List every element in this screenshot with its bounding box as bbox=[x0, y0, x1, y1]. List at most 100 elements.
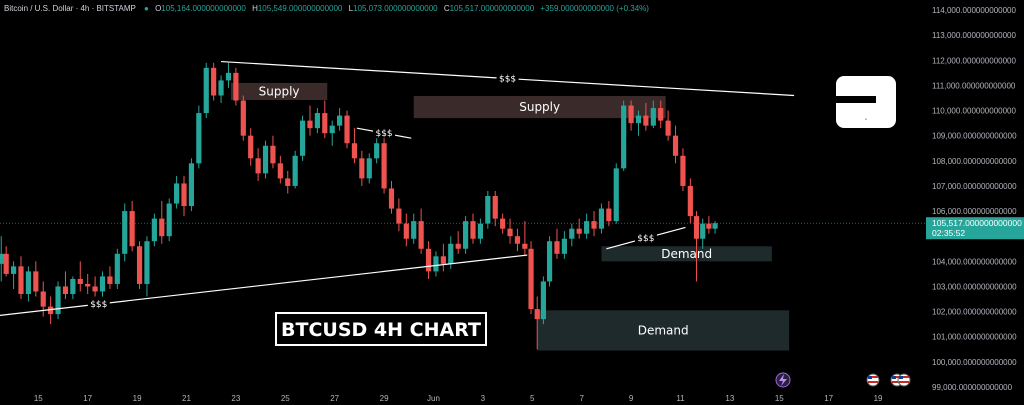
candle-body bbox=[285, 178, 291, 186]
price-axis[interactable]: 114,000.000000000000 113,000.000000000000… bbox=[932, 6, 1017, 392]
us-flag-icon[interactable] bbox=[866, 373, 880, 387]
x-tick-label: 3 bbox=[481, 394, 486, 403]
brand-logo: B bbox=[836, 76, 896, 128]
zone-label-0: Supply bbox=[259, 84, 300, 98]
y-tick-label: 100,000.000000000000 bbox=[932, 358, 1017, 367]
lightning-icon[interactable] bbox=[775, 372, 791, 388]
candle-body bbox=[299, 120, 306, 156]
candle-body bbox=[665, 120, 671, 136]
y-tick-label: 101,000.000000000000 bbox=[932, 333, 1017, 342]
candle-body bbox=[322, 113, 328, 134]
candle-body bbox=[643, 115, 649, 126]
zone-0 bbox=[230, 82, 328, 101]
close-value: 105,517.000000000000 bbox=[450, 4, 535, 13]
x-tick-label: 17 bbox=[83, 394, 92, 403]
y-tick-label: 103,000.000000000000 bbox=[932, 282, 1017, 291]
candle-body bbox=[425, 248, 432, 272]
x-tick-label: 25 bbox=[281, 394, 290, 403]
candle-body bbox=[687, 185, 693, 217]
y-tick-label: 107,000.000000000000 bbox=[932, 182, 1017, 191]
liquidity-label-bg-2 bbox=[373, 126, 396, 139]
candle-body bbox=[613, 168, 619, 222]
zone-label-3: Demand bbox=[638, 323, 689, 337]
candle-body bbox=[55, 286, 61, 315]
x-tick-label: 23 bbox=[231, 394, 240, 403]
candle-body bbox=[598, 208, 605, 229]
current-price-tag: 105,517.000000000000 02:35:52 bbox=[926, 217, 1024, 240]
candle-body bbox=[136, 246, 143, 284]
candle-body bbox=[129, 211, 135, 247]
candle-body bbox=[314, 113, 320, 129]
candle-body bbox=[448, 243, 454, 264]
candle-body bbox=[203, 67, 209, 114]
candle-body bbox=[635, 115, 642, 124]
candle-body bbox=[48, 306, 54, 315]
candle-body bbox=[381, 143, 387, 189]
y-tick-label: 110,000.000000000000 bbox=[932, 107, 1016, 116]
y-tick-label: 99,000.000000000000 bbox=[932, 383, 1013, 392]
y-tick-label: 112,000.000000000000 bbox=[932, 56, 1016, 65]
x-tick-label: 15 bbox=[34, 394, 43, 403]
candle-body bbox=[700, 223, 706, 239]
candle-body bbox=[540, 281, 546, 320]
open-value: 105,164.000000000000 bbox=[161, 4, 246, 13]
candle-body bbox=[18, 266, 24, 294]
x-tick-label: Jun bbox=[427, 394, 440, 403]
x-tick-label: 19 bbox=[133, 394, 142, 403]
zone-label-2: Demand bbox=[661, 247, 712, 261]
zone-2 bbox=[601, 246, 772, 262]
candle-body bbox=[218, 80, 224, 96]
candle-body bbox=[277, 163, 283, 179]
candle-body bbox=[85, 283, 91, 287]
candle-body bbox=[292, 155, 298, 186]
candle-body bbox=[680, 155, 686, 186]
candle-body bbox=[122, 211, 128, 254]
x-tick-label: 11 bbox=[676, 394, 685, 403]
candle-body bbox=[366, 158, 372, 179]
us-flag-icon-3[interactable] bbox=[897, 373, 911, 387]
candle-body bbox=[650, 108, 656, 126]
logo-letter: B bbox=[865, 119, 867, 121]
y-tick-label: 106,000.000000000000 bbox=[932, 207, 1017, 216]
candle-body bbox=[522, 243, 528, 249]
candle-body bbox=[462, 221, 469, 249]
x-tick-label: 5 bbox=[530, 394, 535, 403]
candle-body bbox=[40, 291, 46, 307]
liquidity-lines: $$$ $$$ $$$ $$$ bbox=[0, 60, 795, 316]
candle-body bbox=[307, 120, 313, 129]
x-tick-label: 19 bbox=[874, 394, 883, 403]
candle-body bbox=[396, 208, 402, 224]
candle-body bbox=[144, 241, 150, 284]
y-tick-label: 113,000.000000000000 bbox=[932, 31, 1016, 40]
candle-body bbox=[561, 238, 567, 254]
candle-body bbox=[225, 72, 232, 81]
candle-body bbox=[712, 223, 718, 229]
y-tick-label: 114,000.000000000000 bbox=[932, 6, 1016, 15]
candle-body bbox=[693, 216, 700, 239]
candle-body bbox=[477, 223, 484, 239]
candle-body bbox=[403, 223, 409, 239]
low-value: 105,073.000000000000 bbox=[353, 4, 438, 13]
zone-1 bbox=[413, 95, 666, 119]
candle-body bbox=[621, 105, 627, 169]
candle-body bbox=[233, 72, 239, 101]
change-value: +359.000000000000 (+0.34%) bbox=[540, 4, 649, 13]
candle-body bbox=[344, 115, 350, 144]
candle-body bbox=[107, 276, 113, 284]
chart-title-box: BTCUSD 4H CHART bbox=[275, 312, 487, 346]
x-tick-label: 21 bbox=[182, 394, 191, 403]
liquidity-label-0: $$$ bbox=[499, 75, 516, 85]
candle-body bbox=[628, 105, 634, 124]
candle-body bbox=[554, 241, 560, 254]
candle-body bbox=[388, 188, 395, 209]
time-axis[interactable]: 15 17 19 21 23 25 27 29 Jun 3 5 7 9 11 13 15 17 19 bbox=[34, 394, 883, 403]
x-tick-label: 7 bbox=[579, 394, 584, 403]
candle-body bbox=[706, 223, 712, 229]
candle-body bbox=[329, 125, 335, 134]
candle-body bbox=[485, 196, 491, 224]
zone-3 bbox=[537, 310, 790, 351]
candle-body bbox=[374, 143, 380, 159]
candle-body bbox=[174, 183, 180, 204]
candle-body bbox=[411, 221, 417, 239]
